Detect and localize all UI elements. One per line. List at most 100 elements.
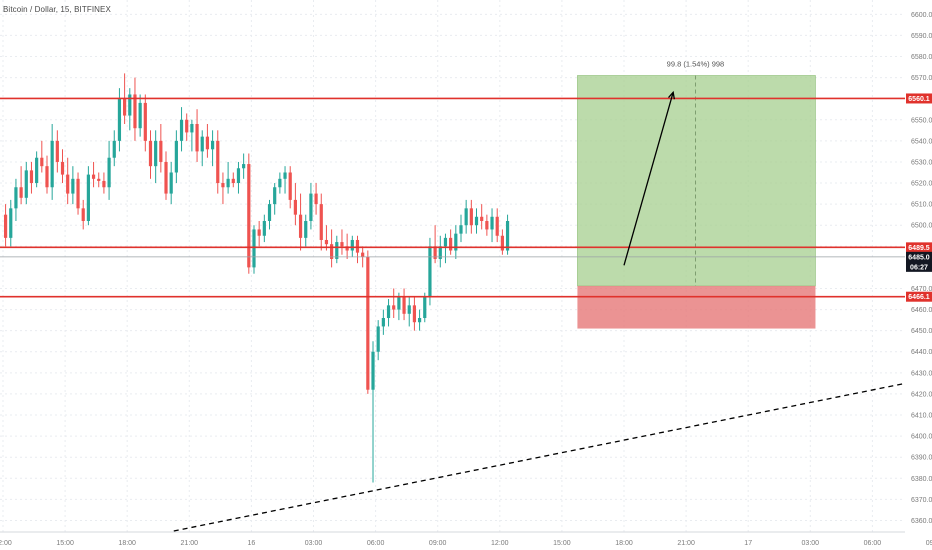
candle-body: [86, 174, 90, 221]
candle-body: [366, 256, 370, 390]
candle-body: [138, 102, 142, 129]
candle-body: [309, 193, 313, 221]
candle-body: [169, 172, 173, 194]
candle-body: [216, 140, 220, 184]
candle-body: [495, 216, 499, 236]
candle-body: [55, 140, 59, 162]
y-tick-label: 6540.0: [911, 138, 932, 145]
candle-body: [443, 237, 448, 247]
chart-title: Bitcoin / Dollar, 15, BITFINEX: [3, 5, 111, 14]
candle-body: [190, 123, 194, 133]
x-tick-label: 17: [744, 540, 752, 547]
candle-body: [143, 102, 147, 141]
profit-zone: [577, 75, 816, 287]
x-tick-label: 06:00: [864, 540, 882, 547]
candle-body: [257, 229, 261, 236]
candle-body: [221, 183, 225, 188]
candle-body: [319, 204, 323, 240]
candle-body: [288, 172, 292, 200]
position-label: 99.8 (1.54%) 998: [667, 59, 725, 68]
x-tick-label: 18:00: [118, 540, 136, 547]
candle-body: [236, 168, 241, 184]
candle-body: [490, 216, 494, 230]
x-tick-label: 15:00: [553, 540, 571, 547]
candle-body: [179, 119, 184, 141]
candle-body: [226, 178, 230, 188]
y-tick-label: 6530.0: [911, 159, 932, 166]
candle-body: [164, 161, 168, 194]
candle-body: [262, 220, 266, 236]
candle-body: [247, 164, 251, 268]
annotations: [173, 90, 906, 532]
candle-body: [133, 94, 137, 129]
candle-body: [438, 246, 442, 259]
candle-body: [45, 166, 49, 188]
level-badge-text: 6489.5: [908, 245, 930, 252]
candle-body: [485, 220, 489, 230]
candle-body: [24, 170, 28, 198]
candle-body: [35, 157, 39, 184]
candle-body: [428, 246, 432, 297]
candle-body: [154, 140, 158, 167]
level-badge-text: 6560.1: [908, 96, 930, 103]
y-tick-label: 6570.0: [911, 75, 932, 82]
candle-body: [174, 140, 178, 173]
y-tick-label: 6400.0: [911, 434, 932, 441]
candle-body: [242, 164, 246, 169]
x-tick-label: 16: [248, 540, 256, 547]
candle-body: [123, 98, 127, 116]
candles: [3, 73, 510, 483]
candle-body: [97, 178, 101, 181]
candle-body: [505, 220, 510, 251]
position-zones[interactable]: 99.8 (1.54%) 998: [577, 59, 816, 329]
x-tick-label: 03:00: [802, 540, 820, 547]
candle-body: [107, 157, 111, 188]
candle-body: [298, 214, 303, 238]
y-tick-label: 6370.0: [911, 497, 932, 504]
candle-body: [273, 187, 277, 205]
current-price-text: 6485.0: [908, 254, 930, 261]
y-tick-label: 6550.0: [911, 117, 932, 124]
candle-body: [252, 229, 256, 268]
x-tick-label: 21:00: [181, 540, 199, 547]
candle-body: [66, 174, 70, 194]
y-tick-label: 6430.0: [911, 370, 932, 377]
y-tick-label: 6380.0: [911, 476, 932, 483]
y-tick-label: 6460.0: [911, 307, 932, 314]
y-tick-label: 6500.0: [911, 223, 932, 230]
candle-body: [50, 140, 54, 188]
candle-body: [474, 216, 479, 226]
candle-body: [117, 98, 122, 141]
y-axis: 6600.06590.06580.06570.06560.06550.06540…: [911, 12, 932, 525]
level-badge-text: 6466.1: [908, 294, 930, 301]
candle-body: [480, 216, 484, 221]
x-tick-label: 12:00: [491, 540, 509, 547]
candle-body: [19, 187, 23, 198]
candle-body: [314, 193, 318, 205]
candle-body: [423, 296, 427, 319]
x-tick-label: 03:00: [305, 540, 323, 547]
candle-body: [91, 174, 96, 179]
candle-body: [293, 199, 297, 215]
candle-body: [464, 208, 468, 226]
x-tick-label: 18:00: [615, 540, 633, 547]
candle-body: [159, 140, 163, 162]
candle-body: [412, 305, 417, 323]
y-tick-label: 6580.0: [911, 54, 932, 61]
y-tick-label: 6510.0: [911, 202, 932, 209]
candle-body: [371, 351, 375, 390]
candle-body: [449, 237, 453, 251]
candle-body: [402, 296, 406, 314]
y-tick-label: 6360.0: [911, 518, 932, 525]
y-tick-label: 6390.0: [911, 455, 932, 462]
price-lines[interactable]: [0, 97, 905, 298]
candle-body: [361, 252, 365, 257]
y-axis-panel[interactable]: [905, 0, 932, 550]
candle-body: [397, 296, 401, 310]
candle-body: [60, 161, 65, 175]
candle-body: [14, 187, 18, 209]
candle-body: [459, 225, 463, 234]
candle-body: [267, 204, 272, 221]
candle-body: [200, 136, 204, 152]
